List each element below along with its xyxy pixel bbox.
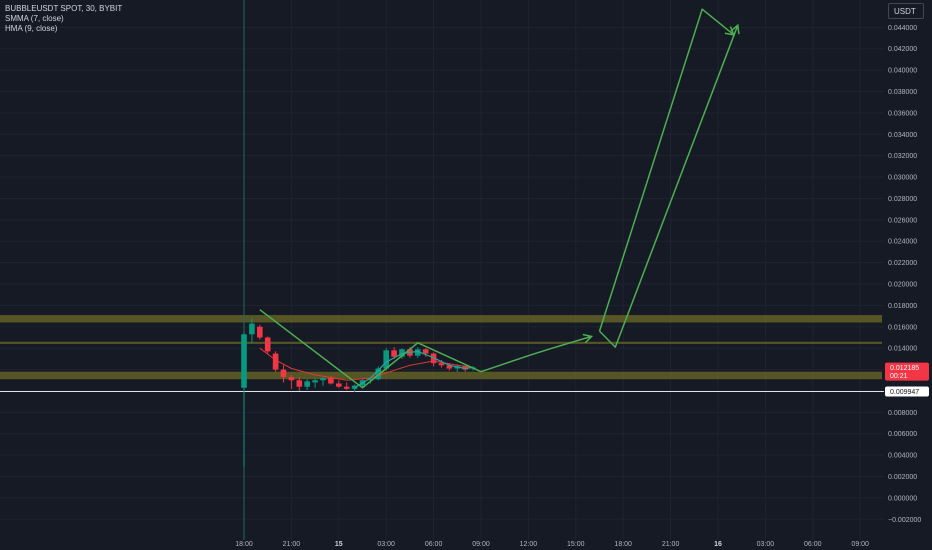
crosshair-price-badge xyxy=(885,386,929,397)
price-axis-bg xyxy=(884,0,932,550)
time-tick-label: 21:00 xyxy=(283,541,301,548)
arrow-path xyxy=(259,309,592,389)
hma-legend[interactable]: HMA (9, close) xyxy=(5,24,58,33)
countdown-label: 00:21 xyxy=(890,373,908,380)
time-tick-label: 03:00 xyxy=(377,541,395,548)
time-tick-label: 12:00 xyxy=(520,541,538,548)
chart-legend: BUBBLEUSDT SPOT, 30, BYBIT SMMA (7, clos… xyxy=(5,4,122,34)
arrow-path xyxy=(598,24,739,348)
candle-body xyxy=(375,368,382,380)
time-tick-label: 06:00 xyxy=(804,541,822,548)
time-axis-bg xyxy=(0,540,884,550)
price-tick-label: 0.000000 xyxy=(888,495,917,502)
time-tick-label: 06:00 xyxy=(425,541,443,548)
candle-body xyxy=(422,349,429,354)
price-tick-label: 0.028000 xyxy=(888,196,917,203)
price-tick-label: 0.042000 xyxy=(888,46,917,53)
candle-body xyxy=(272,353,279,370)
price-tick-label: 0.018000 xyxy=(888,303,917,310)
price-tick-label: 0.002000 xyxy=(888,474,917,481)
time-tick-label: 09:00 xyxy=(472,541,490,548)
price-tick-label: 0.026000 xyxy=(888,217,917,224)
time-tick-label: 15 xyxy=(335,541,343,548)
time-tick-label: 16 xyxy=(714,541,722,548)
chart-grid xyxy=(0,0,884,540)
candle-body xyxy=(336,383,342,387)
candle-body xyxy=(446,365,453,369)
candle-body xyxy=(415,349,421,356)
price-tick-label: 0.034000 xyxy=(888,132,917,139)
time-tick-label: 21:00 xyxy=(662,541,680,548)
price-tick-label: 0.038000 xyxy=(888,89,917,96)
price-tick-label: −0.002000 xyxy=(888,517,921,524)
hma-line xyxy=(354,350,474,389)
price-tick-label: 0.004000 xyxy=(888,453,917,460)
time-tick-label: 09:00 xyxy=(851,541,869,548)
price-tick-label: 0.016000 xyxy=(888,324,917,331)
time-tick-label: 18:00 xyxy=(614,541,632,548)
price-tick-label: 0.020000 xyxy=(888,282,917,289)
candle-body xyxy=(343,386,350,389)
drawn-arrows xyxy=(259,8,740,389)
price-tick-label: 0.044000 xyxy=(888,25,917,32)
price-tick-label: 0.036000 xyxy=(888,110,917,117)
crosshair-price-label: 0.009947 xyxy=(890,389,919,396)
smma-legend[interactable]: SMMA (7, close) xyxy=(5,14,64,23)
arrow-head xyxy=(730,23,740,35)
price-tick-label: 0.006000 xyxy=(888,431,917,438)
price-axis: 0.044000 0.042000 0.040000 0.038000 0.036000… xyxy=(884,0,932,550)
symbol-title[interactable]: BUBBLEUSDT SPOT, 30, BYBIT xyxy=(5,4,123,13)
candle-body xyxy=(328,378,334,384)
price-tick-label: 0.022000 xyxy=(888,260,917,267)
hma-polyline xyxy=(354,350,474,389)
zone-band xyxy=(0,371,882,380)
zone-band xyxy=(0,315,882,323)
candle-body xyxy=(264,337,271,352)
candle-body xyxy=(391,350,397,357)
candle-body xyxy=(383,350,389,369)
candle-body xyxy=(296,380,303,387)
candle-body xyxy=(288,377,295,381)
candle-body xyxy=(304,381,310,387)
zone-band xyxy=(0,341,882,344)
last-price-badge xyxy=(885,362,929,381)
candle-body xyxy=(280,369,287,378)
price-tick-label: 0.040000 xyxy=(888,68,917,75)
time-tick-label: 18:00 xyxy=(235,541,253,548)
candle-body xyxy=(312,380,318,383)
price-tick-label: 0.032000 xyxy=(888,153,917,160)
candle-body xyxy=(438,363,445,366)
time-axis: 18:00 21:00 15 03:00 06:00 09:00 12:00 15:00 18:… xyxy=(0,540,884,550)
time-tick-label: 03:00 xyxy=(757,541,775,548)
candle-body xyxy=(320,378,326,381)
price-tick-label: 0.014000 xyxy=(888,346,917,353)
price-tick-label: 0.030000 xyxy=(888,175,917,182)
candle-body xyxy=(241,334,247,388)
candlestick-series xyxy=(241,318,476,467)
price-zones xyxy=(0,315,882,380)
arrow-head xyxy=(582,333,594,344)
arrow-path xyxy=(598,8,735,332)
price-tick-label: 0.024000 xyxy=(888,239,917,246)
candle-body xyxy=(249,323,255,335)
candle-body xyxy=(257,326,263,338)
time-tick-label: 15:00 xyxy=(567,541,585,548)
last-price-label: 0.012185 xyxy=(890,365,919,372)
price-tick-label: 0.008000 xyxy=(888,410,917,417)
candle-body xyxy=(367,379,374,381)
currency-button[interactable]: USDT xyxy=(888,3,924,19)
